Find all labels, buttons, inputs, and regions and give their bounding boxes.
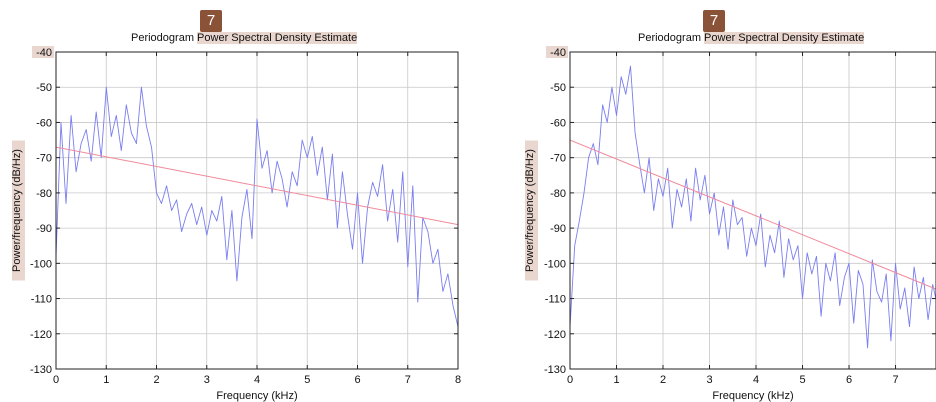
title-plain: Periodogram	[638, 32, 705, 44]
x-tick-label: 5	[304, 374, 310, 386]
y-tick-highlight	[32, 46, 54, 58]
chart-right: 7 Periodogram Power Spectral Density Est…	[512, 0, 936, 402]
title-highlight: Power Spectral Density Estimate	[704, 32, 865, 44]
trend-line	[56, 146, 458, 226]
chart-svg: 0 1 2 3 4 5 6 7 -40 -50 -60 -70 -80 -90 -100 -110 -120 -1…	[524, 46, 936, 402]
y-tick-label: -80	[550, 188, 566, 200]
y-tick-label: -130	[544, 364, 566, 376]
plot-area	[570, 52, 936, 369]
axes-frame	[569, 51, 936, 370]
x-tick-label: 0	[53, 374, 59, 386]
x-tick-label: 5	[799, 374, 805, 386]
title-highlight: Power Spectral Density Estimate	[197, 32, 358, 44]
y-axis-label: Power/frequency (dB/Hz)	[11, 149, 23, 272]
y-label-highlight	[525, 140, 538, 281]
y-tick-label: -100	[544, 258, 566, 270]
y-tick-label: -50	[36, 82, 52, 94]
y-tick-highlight	[546, 46, 568, 58]
chart-svg: 0 1 2 3 4 5 6 7 8 -40 -50 -60 -70 -80 -90 -100 -110 -120 -…	[11, 46, 461, 402]
series-group	[56, 86, 458, 327]
y-tick-label: -40	[36, 47, 52, 59]
y-tick-label: -130	[30, 364, 52, 376]
y-tick-label: -90	[36, 223, 52, 235]
chart-title: Periodogram Power Spectral Density Estim…	[638, 32, 865, 44]
x-tick-label: 1	[613, 374, 619, 386]
marker-badge: 7	[200, 10, 222, 32]
x-tick-label: 4	[753, 374, 759, 386]
trend-line	[570, 139, 936, 290]
grid	[56, 52, 458, 369]
x-tick-label: 7	[892, 374, 898, 386]
y-tick-label: -120	[30, 329, 52, 341]
y-tick-label: -110	[31, 294, 52, 306]
chart-title: Periodogram Power Spectral Density Estim…	[131, 32, 358, 44]
y-tick-label: -90	[550, 223, 566, 235]
y-tick-label: -70	[550, 153, 566, 165]
chart-left: 7 Periodogram Power Spectral Density Est…	[11, 10, 461, 402]
x-tick-label: 4	[254, 374, 260, 386]
series-group	[570, 65, 936, 349]
y-tick-label: -70	[36, 153, 52, 165]
y-tick-label: -120	[544, 329, 566, 341]
y-tick-label: -100	[30, 258, 52, 270]
x-tick-label: 8	[455, 374, 461, 386]
x-tick-label: 7	[405, 374, 411, 386]
y-label-highlight	[12, 140, 25, 281]
x-tick-label: 1	[103, 374, 109, 386]
x-tick-label: 2	[660, 374, 666, 386]
y-axis-label: Power/frequency (dB/Hz)	[524, 149, 536, 272]
x-axis-label: Frequency (kHz)	[712, 390, 793, 402]
y-tick-label: -80	[36, 188, 52, 200]
marker-badge: 7	[703, 10, 725, 32]
psd-line	[56, 86, 458, 327]
x-tick-label: 6	[846, 374, 852, 386]
y-tick-label: -50	[550, 82, 566, 94]
x-tick-label: 2	[153, 374, 159, 386]
x-tick-label: 6	[354, 374, 360, 386]
x-tick-label: 3	[706, 374, 712, 386]
x-tick-label: 0	[567, 374, 573, 386]
title-plain: Periodogram	[131, 32, 198, 44]
y-tick-label: -110	[545, 294, 566, 306]
y-tick-label: -40	[550, 47, 566, 59]
psd-line	[570, 65, 936, 349]
y-tick-label: -60	[550, 117, 566, 129]
y-tick-label: -60	[36, 117, 52, 129]
x-tick-label: 3	[204, 374, 210, 386]
x-axis-label: Frequency (kHz)	[216, 390, 297, 402]
